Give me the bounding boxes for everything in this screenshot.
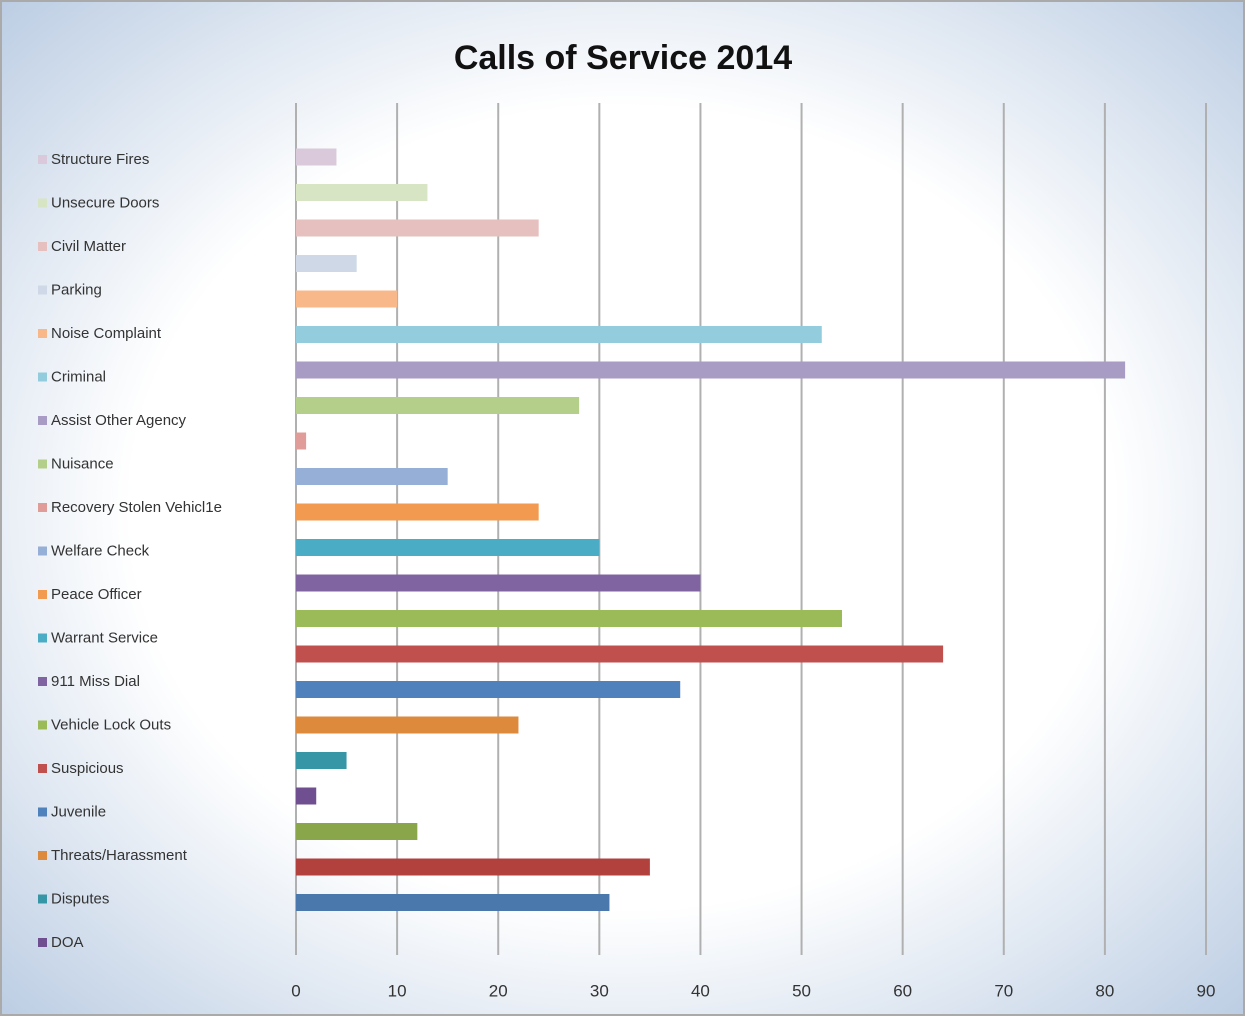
bar bbox=[296, 787, 317, 805]
bar bbox=[296, 219, 539, 237]
legend-swatch bbox=[38, 894, 47, 904]
legend-label: Suspicious bbox=[51, 760, 124, 777]
legend-label: Civil Matter bbox=[51, 238, 126, 255]
legend-swatch bbox=[38, 155, 47, 164]
bar bbox=[296, 752, 347, 769]
x-tick-label: 30 bbox=[590, 981, 609, 1000]
x-tick-label: 0 bbox=[291, 981, 300, 1000]
bar bbox=[296, 858, 650, 876]
legend-label: Juvenile bbox=[51, 803, 106, 820]
x-tick-label: 40 bbox=[691, 981, 710, 1000]
legend-swatch bbox=[38, 285, 47, 295]
x-tick-label: 70 bbox=[994, 981, 1013, 1000]
bar bbox=[296, 326, 822, 343]
bar bbox=[296, 468, 448, 485]
legend-swatch bbox=[38, 546, 47, 556]
x-tick-label: 90 bbox=[1197, 981, 1216, 1000]
bar bbox=[296, 645, 944, 663]
bar bbox=[296, 574, 701, 592]
chart-title: Calls of Service 2014 bbox=[454, 39, 792, 77]
legend-label: Welfare Check bbox=[51, 542, 150, 559]
legend-label: Parking bbox=[51, 281, 102, 298]
legend-swatch bbox=[38, 764, 47, 773]
legend-label: DOA bbox=[51, 934, 84, 951]
legend-swatch bbox=[38, 503, 47, 512]
legend-swatch bbox=[38, 372, 47, 382]
legend-label: Warrant Service bbox=[51, 629, 158, 646]
bar bbox=[296, 361, 1126, 379]
legend-label: Recovery Stolen Vehicl1e bbox=[51, 499, 222, 516]
legend-swatch bbox=[38, 938, 47, 947]
legend-label: Peace Officer bbox=[51, 586, 142, 603]
legend-swatch bbox=[38, 807, 47, 817]
bar bbox=[296, 716, 519, 734]
x-tick-label: 80 bbox=[1095, 981, 1114, 1000]
legend-swatch bbox=[38, 329, 47, 338]
bar bbox=[296, 432, 307, 450]
bar bbox=[296, 823, 418, 840]
legend-label: Noise Complaint bbox=[51, 325, 162, 342]
bar bbox=[296, 290, 398, 308]
bar bbox=[296, 539, 600, 556]
x-tick-label: 20 bbox=[489, 981, 508, 1000]
bar bbox=[296, 255, 357, 272]
legend-swatch bbox=[38, 459, 47, 469]
legend-swatch bbox=[38, 590, 47, 599]
legend-swatch bbox=[38, 720, 47, 730]
legend-label: Criminal bbox=[51, 368, 106, 385]
legend-swatch bbox=[38, 633, 47, 643]
bar bbox=[296, 894, 610, 911]
x-tick-label: 10 bbox=[388, 981, 407, 1000]
bar bbox=[296, 610, 842, 627]
legend-swatch bbox=[38, 851, 47, 860]
legend-label: Assist Other Agency bbox=[51, 412, 187, 429]
bar bbox=[296, 397, 580, 414]
legend-swatch bbox=[38, 416, 47, 425]
legend-swatch bbox=[38, 242, 47, 251]
legend-label: Threats/Harassment bbox=[51, 847, 188, 864]
legend-swatch bbox=[38, 677, 47, 686]
bar bbox=[296, 503, 539, 521]
legend-label: Unsecure Doors bbox=[51, 194, 159, 211]
legend-swatch bbox=[38, 198, 47, 208]
legend-label: Vehicle Lock Outs bbox=[51, 716, 171, 733]
x-tick-label: 50 bbox=[792, 981, 811, 1000]
legend-label: Disputes bbox=[51, 890, 109, 907]
x-tick-label: 60 bbox=[893, 981, 912, 1000]
legend-label: 911 Miss Dial bbox=[51, 673, 140, 690]
bar bbox=[296, 148, 337, 166]
bar bbox=[296, 681, 681, 698]
legend-label: Structure Fires bbox=[51, 151, 149, 168]
bar bbox=[296, 184, 428, 201]
legend-label: Nuisance bbox=[51, 455, 114, 472]
